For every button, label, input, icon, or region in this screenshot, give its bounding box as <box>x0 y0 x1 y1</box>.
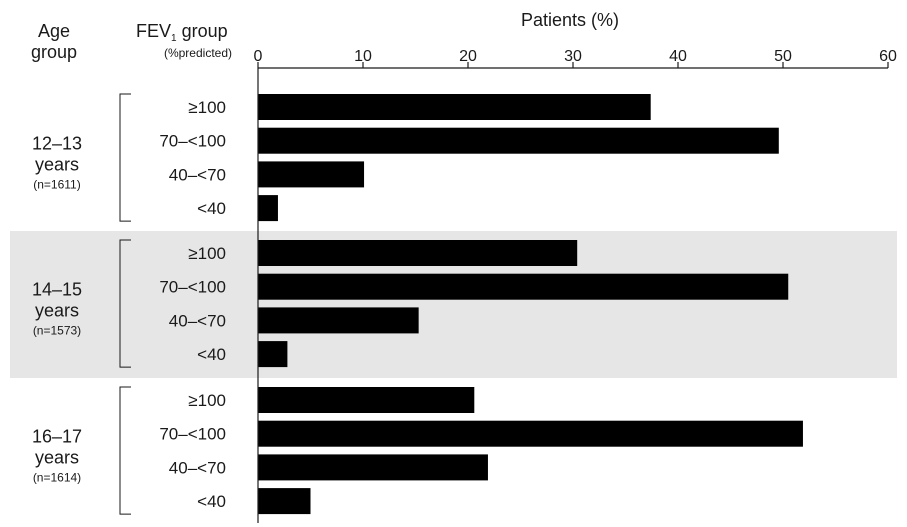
age-group-bracket <box>119 93 131 222</box>
x-tick-label: 20 <box>459 48 477 65</box>
age-group-n-label: (n=1611) <box>33 178 80 192</box>
fev-category-label: <40 <box>197 199 226 218</box>
fev-category-label: <40 <box>197 492 226 511</box>
x-tick-label: 50 <box>774 48 792 65</box>
x-tick-label: 0 <box>254 48 263 65</box>
fev-category-label: <40 <box>197 345 226 364</box>
x-tick-label: 30 <box>564 48 582 65</box>
bar <box>258 161 365 188</box>
bar <box>258 195 278 222</box>
bar <box>258 127 779 154</box>
age-group-bracket <box>119 239 131 368</box>
bar <box>258 94 651 120</box>
bar <box>258 273 789 300</box>
fev-category-label: 40–<70 <box>169 311 226 330</box>
age-group-n-label: (n=1614) <box>33 471 81 485</box>
x-axis: 0 10 20 30 40 50 60 <box>254 48 897 69</box>
age-group-label: 14–15 <box>32 280 82 300</box>
fev-group-header: FEV1 group <box>136 21 228 44</box>
age-group-label: 12–13 <box>32 134 82 154</box>
fev-category-label: 40–<70 <box>169 458 226 477</box>
age-group-label: 16–17 <box>32 427 82 447</box>
bar <box>258 307 419 334</box>
x-axis-title: Patients (%) <box>521 10 619 30</box>
age-group-bracket <box>119 386 131 515</box>
x-tick-label: 40 <box>669 48 687 65</box>
age-group-years-label: years <box>35 301 79 321</box>
bar <box>258 420 803 447</box>
fev-category-label: 40–<70 <box>169 165 226 184</box>
fev-category-label: ≥100 <box>188 244 226 263</box>
fev-category-label: 70–<100 <box>159 278 226 297</box>
bar <box>258 488 311 515</box>
age-group-years-label: years <box>35 448 79 468</box>
bar <box>258 240 578 266</box>
age-group-header-line1: Age <box>38 21 70 41</box>
bar <box>258 341 288 368</box>
fev-category-label: 70–<100 <box>159 132 226 151</box>
fev-category-label: 70–<100 <box>159 425 226 444</box>
bar <box>258 454 488 481</box>
age-group-header-line2: group <box>31 42 77 62</box>
group-labels: 12–13years(n=1611)≥10070–<10040–<70<4014… <box>32 93 226 515</box>
fev-units-header: (%predicted) <box>164 46 232 60</box>
x-tick-label: 60 <box>879 48 897 65</box>
fev-category-label: ≥100 <box>188 391 226 410</box>
bars <box>258 94 803 515</box>
x-tick-label: 10 <box>354 48 372 65</box>
bar <box>258 387 475 413</box>
age-group-years-label: years <box>35 155 79 175</box>
age-group-n-label: (n=1573) <box>33 324 81 338</box>
fev-category-label: ≥100 <box>188 98 226 117</box>
